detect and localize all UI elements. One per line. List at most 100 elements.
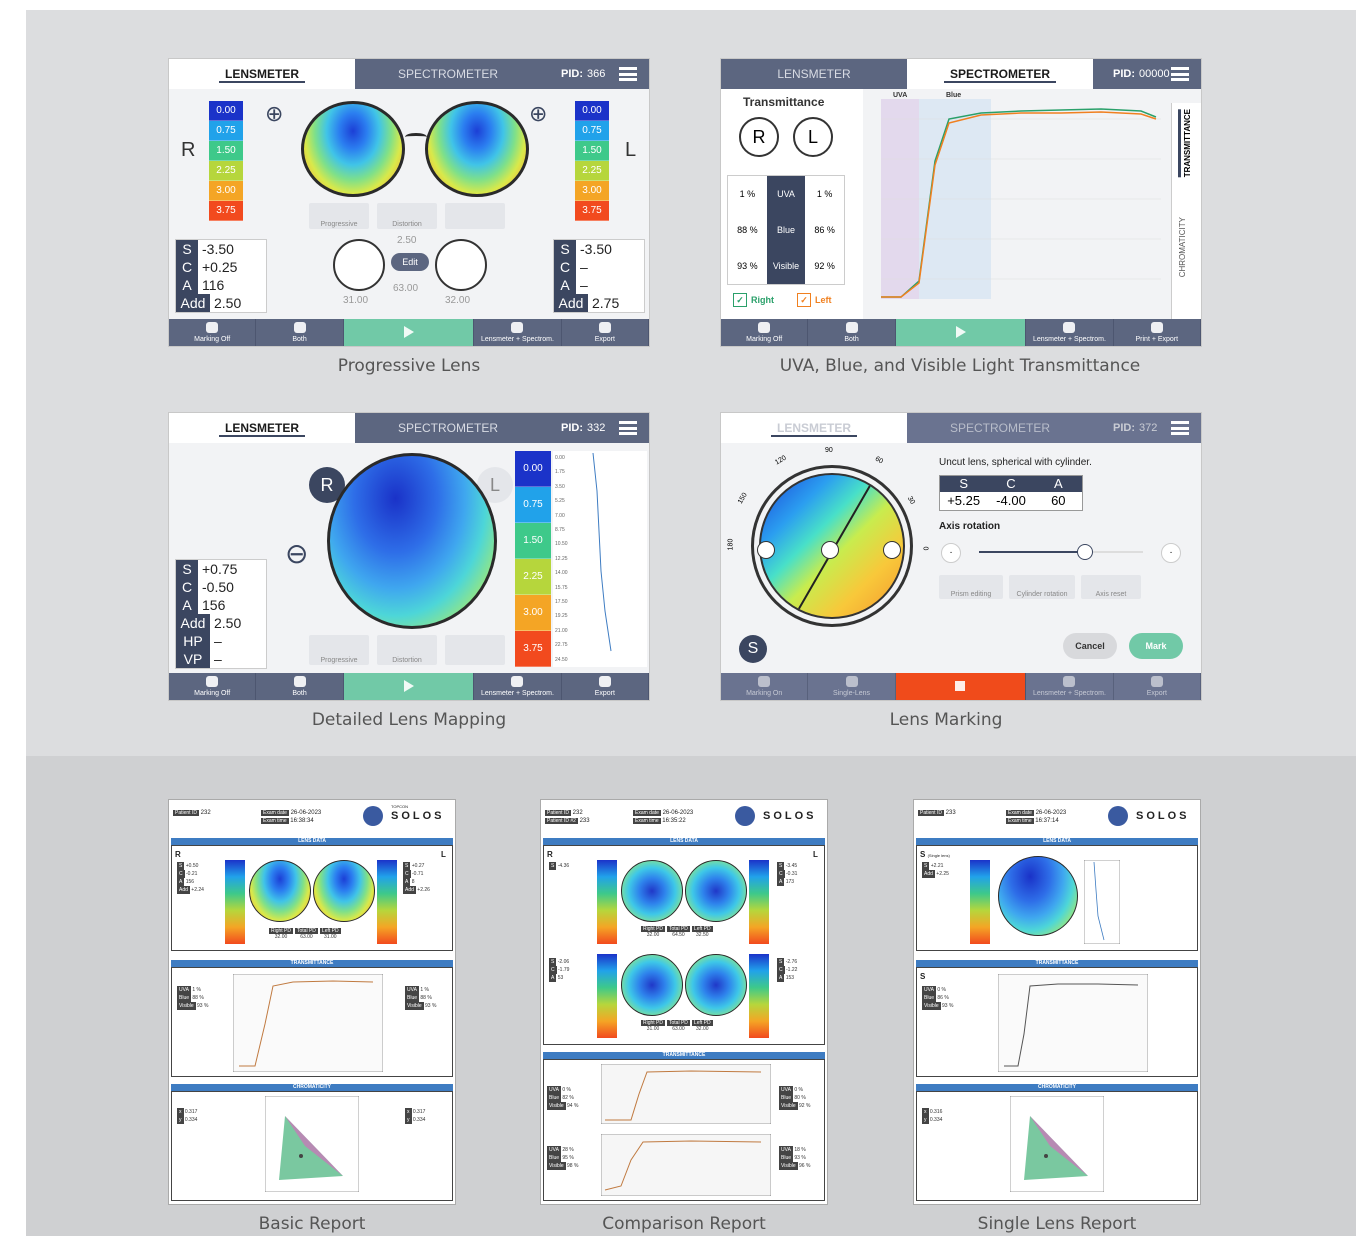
total-pd-value: 63.00 xyxy=(393,283,419,294)
transmittance-chart xyxy=(233,974,383,1072)
eye-select-button[interactable]: Both xyxy=(256,319,344,346)
mark-button[interactable]: Mark xyxy=(1129,633,1183,659)
right-marker[interactable] xyxy=(883,541,901,559)
lens-remove-toggle[interactable] xyxy=(445,635,505,665)
uva-band-label: UVA xyxy=(893,92,907,99)
mode-button[interactable]: Lensmeter + Spectrom. xyxy=(474,319,562,346)
single-label: S xyxy=(920,972,926,981)
tab-lensmeter[interactable]: LENSMETER xyxy=(169,59,355,89)
zoom-out-icon[interactable]: ⊖ xyxy=(285,538,309,569)
distortion-toggle[interactable]: Distortion xyxy=(377,203,437,229)
scale-value: 0.00 xyxy=(575,101,609,121)
chromaticity-section xyxy=(916,1091,1198,1201)
right-eye-icon[interactable]: R xyxy=(739,117,779,157)
marking-button[interactable]: Marking On xyxy=(721,673,809,700)
decrement-button[interactable]: · xyxy=(941,543,961,563)
scale-value: 2.25 xyxy=(515,559,551,595)
distortion-toggle[interactable]: Distortion xyxy=(377,635,437,665)
visible-right: 93 % xyxy=(737,261,758,271)
angle-30: 30 xyxy=(905,495,916,506)
left-values-2: S -2.76 C -1.22 A 153 xyxy=(777,958,798,982)
cylinder-rotation-button[interactable]: Cylinder rotation xyxy=(1009,575,1075,599)
tab-lensmeter[interactable]: LENSMETER xyxy=(777,67,851,81)
tab-transmittance[interactable]: TRANSMITTANCE xyxy=(1178,109,1192,178)
scale-value: 1.50 xyxy=(575,141,609,161)
transmittance-section xyxy=(171,967,453,1077)
marking-button[interactable]: Marking Off xyxy=(721,319,809,346)
mode-button[interactable]: Lensmeter + Spectrom. xyxy=(1026,319,1114,346)
tab-spectrometer[interactable]: SPECTROMETER xyxy=(949,421,1050,435)
lens-map[interactable] xyxy=(327,453,497,629)
transmittance-chart-2 xyxy=(601,1134,771,1196)
solos-logo-icon xyxy=(735,806,755,826)
eye-select-button[interactable]: Both xyxy=(256,673,344,700)
patient-id: 232 xyxy=(200,810,211,816)
right-values: S +0.50 C -0.21 A 156 Add +2.24 xyxy=(177,862,204,894)
left-chrom: x 0.317 y 0.334 xyxy=(405,1108,426,1124)
single-lens-button[interactable]: Single-Lens xyxy=(808,673,896,700)
profile-chart xyxy=(1084,860,1120,944)
left-pd-circle xyxy=(435,239,487,291)
tab-spectrometer[interactable]: SPECTROMETER xyxy=(397,421,498,435)
right-lens-map[interactable] xyxy=(301,101,405,197)
marking-button[interactable]: Marking Off xyxy=(169,319,257,346)
caption: Basic Report xyxy=(258,1214,366,1234)
lens-add-toggle[interactable] xyxy=(445,203,505,229)
tab-chromaticity[interactable]: CHROMATICITY xyxy=(1178,217,1187,278)
tab-bar: LENSMETER SPECTROMETER PID: 332 xyxy=(169,413,649,443)
scale-value: 3.00 xyxy=(515,595,551,631)
tab-spectrometer[interactable]: SPECTROMETER xyxy=(907,59,1093,89)
left-label: L xyxy=(813,850,818,859)
axis-reset-button[interactable]: Axis reset xyxy=(1081,575,1141,599)
chromaticity-header: CHROMATICITY xyxy=(916,1084,1198,1091)
slider-handle[interactable] xyxy=(1077,544,1093,560)
edit-button[interactable]: Edit xyxy=(391,253,429,271)
left-trans-1: UVA 0 % Blue 80 % Visible 92 % xyxy=(779,1086,811,1110)
menu-icon[interactable] xyxy=(1171,421,1189,435)
menu-icon[interactable] xyxy=(1171,67,1189,81)
progressive-toggle[interactable]: Progressive xyxy=(309,635,369,665)
transmittance-header: TRANSMITTANCE xyxy=(916,960,1198,967)
cancel-button[interactable]: Cancel xyxy=(1063,633,1117,659)
mode-button[interactable]: Lensmeter + Spectrom. xyxy=(474,673,562,700)
export-button[interactable]: Export xyxy=(1114,673,1201,700)
play-button[interactable] xyxy=(895,319,1027,346)
left-lens-map xyxy=(313,860,375,922)
profile-tick: 21.00 xyxy=(555,627,568,634)
side-tabs: TRANSMITTANCE CHROMATICITY xyxy=(1171,103,1201,321)
print-export-button[interactable]: Print + Export xyxy=(1114,319,1201,346)
hp-value: – xyxy=(214,633,222,649)
increment-button[interactable]: · xyxy=(1161,543,1181,563)
right-lens-map-1 xyxy=(621,860,683,922)
left-marker[interactable] xyxy=(757,541,775,559)
left-checkbox[interactable]: ✓ Left xyxy=(797,293,832,307)
play-button[interactable] xyxy=(343,673,475,700)
menu-icon[interactable] xyxy=(619,67,637,81)
export-button[interactable]: Export xyxy=(562,673,649,700)
tab-lensmeter[interactable]: LENSMETER xyxy=(721,413,907,443)
add-value: 2.50 xyxy=(214,295,242,311)
right-eye-label: R xyxy=(181,139,196,161)
eye-select-button[interactable]: Both xyxy=(808,319,896,346)
tab-spectrometer[interactable]: SPECTROMETER xyxy=(397,67,498,81)
zoom-in-icon[interactable]: ⊕ xyxy=(529,101,548,126)
left-eye-icon[interactable]: L xyxy=(793,117,833,157)
prism-editing-button[interactable]: Prism editing xyxy=(939,575,1003,599)
zoom-in-icon[interactable]: ⊕ xyxy=(265,101,284,126)
axis-slider[interactable] xyxy=(979,551,1143,553)
blue-right: 88 % xyxy=(737,225,758,235)
mode-button[interactable]: Lensmeter + Spectrom. xyxy=(1026,673,1114,700)
right-checkbox[interactable]: ✓ Right xyxy=(733,293,774,307)
lens-data-header: LENS DATA xyxy=(916,838,1198,845)
left-lens-map[interactable] xyxy=(425,101,529,197)
play-button[interactable] xyxy=(343,319,475,346)
tab-lensmeter[interactable]: LENSMETER xyxy=(169,413,355,443)
progressive-toggle[interactable]: Progressive xyxy=(309,203,369,229)
menu-icon[interactable] xyxy=(619,421,637,435)
marking-button[interactable]: Marking Off xyxy=(169,673,257,700)
stop-button[interactable] xyxy=(895,673,1027,700)
center-marker[interactable] xyxy=(821,541,839,559)
brand-name: SOLOS xyxy=(391,810,445,822)
export-button[interactable]: Export xyxy=(562,319,649,346)
scale-value: 0.75 xyxy=(209,121,243,141)
